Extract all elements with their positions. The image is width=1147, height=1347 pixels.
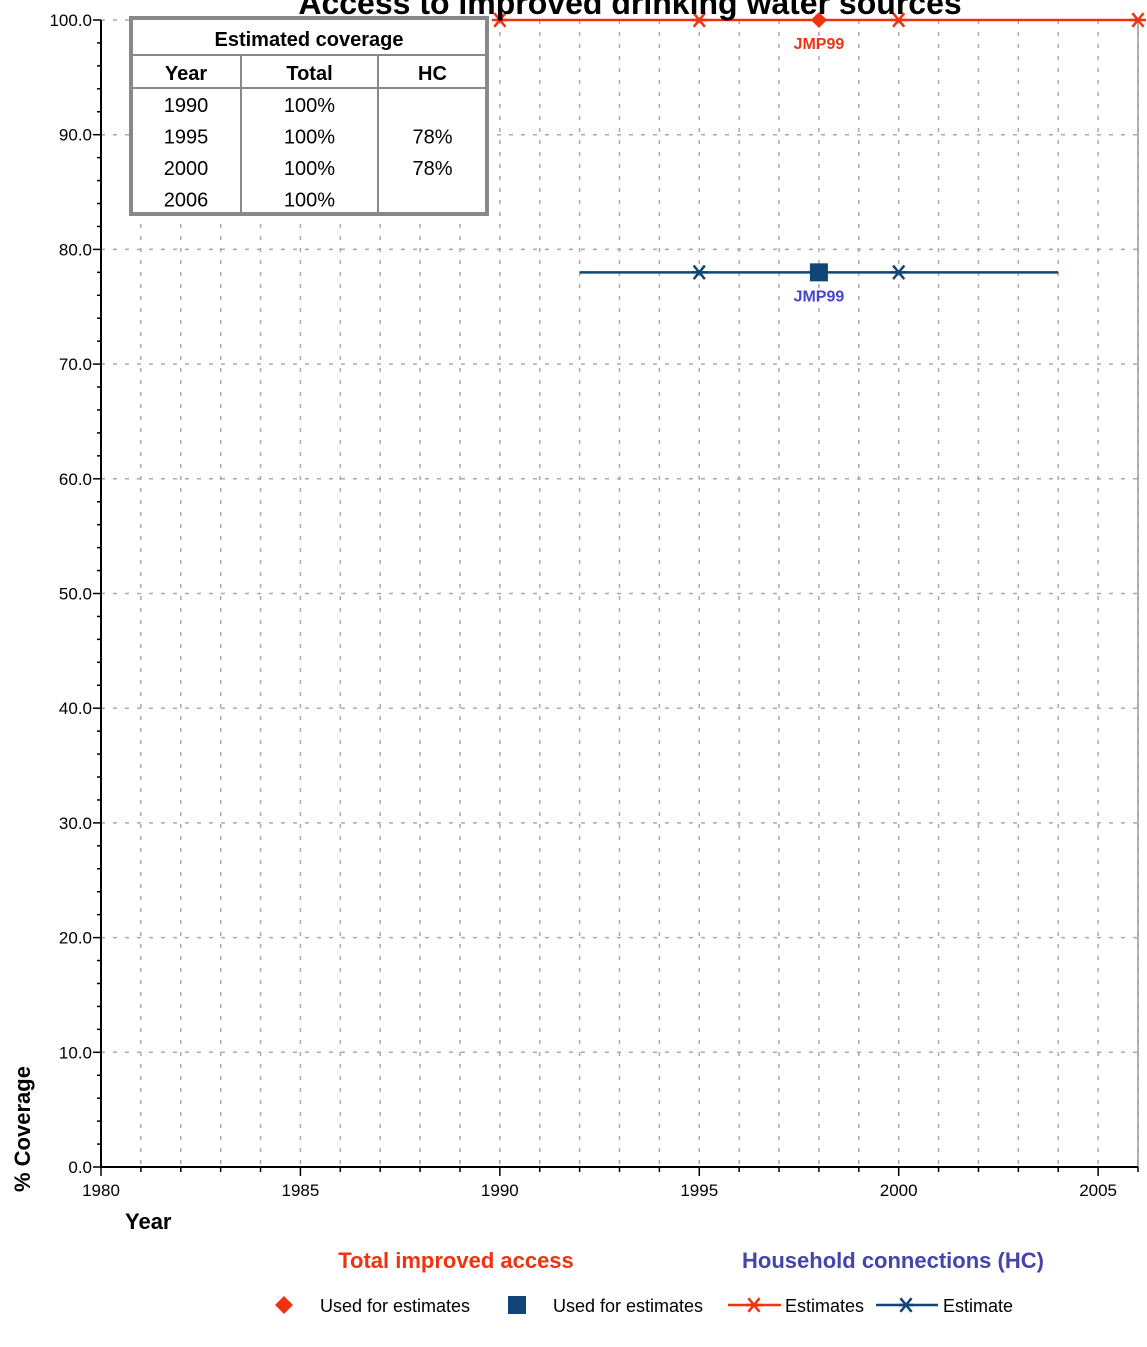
y-tick-label: 40.0 <box>59 699 92 718</box>
legend-marker <box>898 1297 914 1313</box>
series-marker-1 <box>890 264 907 280</box>
coverage-table-cell: 78% <box>412 127 452 149</box>
x-tick-label: 1990 <box>481 1181 519 1200</box>
coverage-table-frame <box>129 16 489 216</box>
coverage-table-header: HC <box>418 63 447 85</box>
legend-label: Used for estimates <box>320 1296 470 1316</box>
x-axis-title: Year <box>125 1209 172 1234</box>
survey-point-hc <box>809 263 828 282</box>
coverage-table-cell: 100% <box>284 95 335 117</box>
coverage-table-cell: 100% <box>284 158 335 180</box>
x-tick-label: 2005 <box>1079 1181 1117 1200</box>
series-marker-0 <box>890 12 907 28</box>
survey-point-total <box>810 12 827 28</box>
y-tick-label: 70.0 <box>59 355 92 374</box>
series: JMP99 JMP99 <box>491 12 1146 305</box>
legend-marker <box>275 1296 293 1314</box>
legend: Used for estimates Used for estimates Esti… <box>275 1296 1013 1316</box>
coverage-table-header: Year <box>165 63 207 85</box>
survey-point-label: JMP99 <box>794 36 845 53</box>
y-tick-label: 20.0 <box>59 929 92 948</box>
y-tick-label: 10.0 <box>59 1043 92 1062</box>
group-title-total: Total improved access <box>338 1248 574 1273</box>
coverage-table-cell: 2006 <box>164 190 209 212</box>
y-axis-title: % Coverage <box>10 1066 35 1192</box>
legend-label: Used for estimates <box>553 1296 703 1316</box>
y-tick-label: 80.0 <box>59 240 92 259</box>
y-tick-label: 90.0 <box>59 126 92 145</box>
legend-marker <box>508 1296 526 1314</box>
series-marker-0 <box>1130 12 1146 28</box>
coverage-table-header: Total <box>286 63 332 85</box>
coverage-table: Estimated coverage Year Total HC 1990 100% 199… <box>129 16 489 216</box>
x-tick-label: 2000 <box>880 1181 918 1200</box>
series-marker-0 <box>491 12 508 28</box>
legend-label: Estimate <box>943 1296 1013 1316</box>
survey-point-label: JMP99 <box>794 288 845 305</box>
coverage-table-cell: 100% <box>284 127 335 149</box>
y-tick-label: 50.0 <box>59 585 92 604</box>
x-tick-label: 1995 <box>680 1181 718 1200</box>
coverage-table-cell: 2000 <box>164 158 209 180</box>
group-title-hc: Household connections (HC) <box>742 1248 1044 1273</box>
x-tick-label: 1980 <box>82 1181 120 1200</box>
legend-label: Estimates <box>785 1296 864 1316</box>
y-tick-label: 60.0 <box>59 470 92 489</box>
y-tick-label: 100.0 <box>49 11 92 30</box>
axes: 0.0 10.0 20.0 30.0 40.0 50.0 60.0 70.0 80.0 90.0 1… <box>49 11 1139 1200</box>
chart-title: Access to improved drinking water source… <box>298 0 961 21</box>
y-tick-label: 30.0 <box>59 814 92 833</box>
coverage-table-cell: 78% <box>412 158 452 180</box>
x-tick-label: 1985 <box>282 1181 320 1200</box>
series-marker-0 <box>691 12 708 28</box>
series-marker-1 <box>691 264 708 280</box>
coverage-table-cell: 1990 <box>164 95 209 117</box>
legend-marker <box>746 1297 762 1313</box>
coverage-table-cell: 100% <box>284 190 335 212</box>
coverage-table-cell: 1995 <box>164 127 209 149</box>
y-tick-label: 0.0 <box>68 1158 92 1177</box>
coverage-table-title: Estimated coverage <box>215 29 404 51</box>
